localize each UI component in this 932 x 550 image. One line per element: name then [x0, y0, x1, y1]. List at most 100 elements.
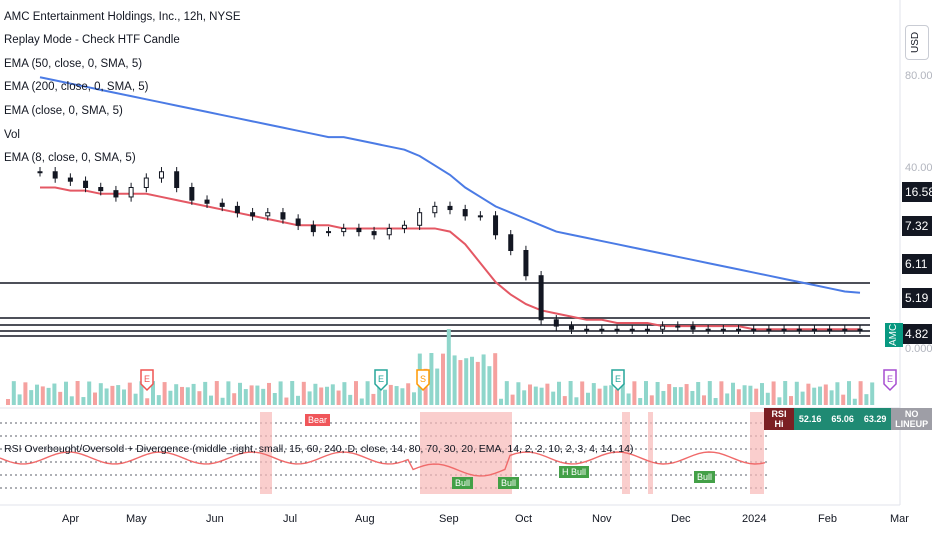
replay-mode-label[interactable]: Replay Mode - Check HTF Candle — [4, 34, 180, 46]
time-tick: Jul — [283, 513, 298, 525]
volume-bar — [313, 383, 318, 405]
event-marker-label: E — [378, 374, 384, 384]
volume-bar — [446, 329, 451, 405]
volume-bar — [667, 384, 672, 405]
volume-bar — [243, 389, 248, 405]
volume-bar — [580, 381, 585, 405]
volume-bar — [765, 392, 770, 405]
ema-fast-legend[interactable]: EMA (close, 0, SMA, 5) — [4, 105, 123, 117]
volume-bar — [226, 381, 231, 405]
volume-bar — [441, 353, 445, 405]
candle-body — [736, 328, 742, 331]
volume-bar — [638, 398, 643, 405]
volume-bar — [429, 353, 434, 405]
volume-bar — [348, 394, 353, 405]
candle-body — [720, 328, 726, 331]
volume-bar — [197, 391, 202, 405]
candle-body — [83, 180, 89, 188]
candle-body — [174, 171, 180, 188]
volume-bar — [800, 391, 805, 405]
candle-body — [341, 227, 347, 233]
price-tick: 80.00 — [905, 70, 932, 82]
volume-bar — [284, 397, 289, 405]
candle-body — [447, 205, 453, 211]
volume-bar — [29, 390, 34, 405]
volume-bar — [464, 358, 469, 405]
candle-body — [204, 199, 210, 204]
volume-bar — [319, 387, 324, 405]
volume-bar — [87, 381, 92, 405]
candle-body — [781, 328, 787, 331]
table-cell: 52.16 — [793, 408, 827, 430]
price-badge: 16.58 — [902, 182, 932, 202]
volume-bar — [725, 393, 730, 405]
candle-body — [827, 328, 833, 331]
volume-bar — [412, 392, 416, 405]
volume-bar — [644, 381, 648, 405]
price-badge: 4.82 — [902, 324, 932, 344]
volume-bar — [238, 382, 242, 405]
volume-bar — [174, 384, 179, 405]
volume-bar — [748, 385, 753, 405]
volume-bar — [510, 394, 515, 405]
volume-bar — [52, 383, 57, 405]
symbol-price-tag: AMC — [885, 323, 903, 347]
candle-body — [265, 212, 271, 217]
candle-body — [660, 325, 666, 330]
volume-bar — [365, 381, 370, 405]
price-badge: 6.11 — [902, 254, 932, 274]
volume-bar — [557, 381, 561, 405]
volume-bar — [307, 391, 312, 405]
volume-bar — [852, 398, 857, 405]
candle-body — [417, 212, 423, 226]
volume-bar — [696, 381, 701, 405]
currency-label[interactable]: USD — [905, 25, 929, 60]
event-marker-label: E — [615, 374, 621, 384]
time-tick: Sep — [439, 513, 459, 525]
candle-body — [705, 328, 711, 331]
volume-bar — [122, 389, 126, 405]
volume-bar — [110, 385, 115, 405]
ema50-legend[interactable]: EMA (50, close, 0, SMA, 5) — [4, 58, 143, 70]
volume-bar — [435, 368, 440, 405]
rsi-legend[interactable]: RSI Overbought/Oversold + Divergence (mi… — [4, 443, 634, 455]
volume-bar — [104, 388, 109, 405]
candle-body — [584, 328, 590, 331]
volume-legend[interactable]: Vol — [4, 129, 20, 141]
time-tick: Feb — [818, 513, 837, 525]
volume-bar — [609, 385, 614, 405]
candle-body — [614, 328, 620, 331]
volume-bar — [481, 354, 486, 405]
rsi-divergence-tag: Bull — [452, 477, 474, 489]
candle-body — [629, 328, 635, 331]
time-tick: Dec — [671, 513, 691, 525]
volume-bar — [661, 390, 666, 405]
volume-bar — [64, 381, 68, 405]
volume-bar — [626, 393, 631, 405]
rsi-line — [0, 451, 766, 477]
candle-body — [326, 231, 332, 234]
volume-bar — [574, 397, 579, 405]
volume-bar — [591, 383, 596, 405]
ema200-legend[interactable]: EMA (200, close, 0, SMA, 5) — [4, 81, 149, 93]
symbol-title: AMC Entertainment Holdings, Inc., 12h, N… — [4, 11, 241, 23]
volume-bar — [249, 385, 254, 405]
volume-bar — [835, 382, 840, 405]
volume-bar — [812, 387, 817, 405]
volume-bar — [794, 381, 799, 405]
candle-body — [67, 177, 73, 182]
volume-bar — [394, 386, 399, 405]
time-tick: 2024 — [742, 513, 767, 525]
candle-body — [143, 177, 149, 189]
volume-bar — [818, 386, 822, 405]
ema8-legend[interactable]: EMA (8, close, 0, SMA, 5) — [4, 152, 136, 164]
volume-bar — [58, 391, 63, 405]
volume-bar — [771, 381, 776, 405]
volume-bar — [452, 355, 457, 405]
rsi-divergence-tag: Bear — [305, 414, 331, 426]
volume-bar — [678, 387, 683, 405]
price-badge: 5.19 — [902, 288, 932, 308]
volume-bar — [742, 385, 747, 405]
volume-bar — [261, 388, 266, 405]
